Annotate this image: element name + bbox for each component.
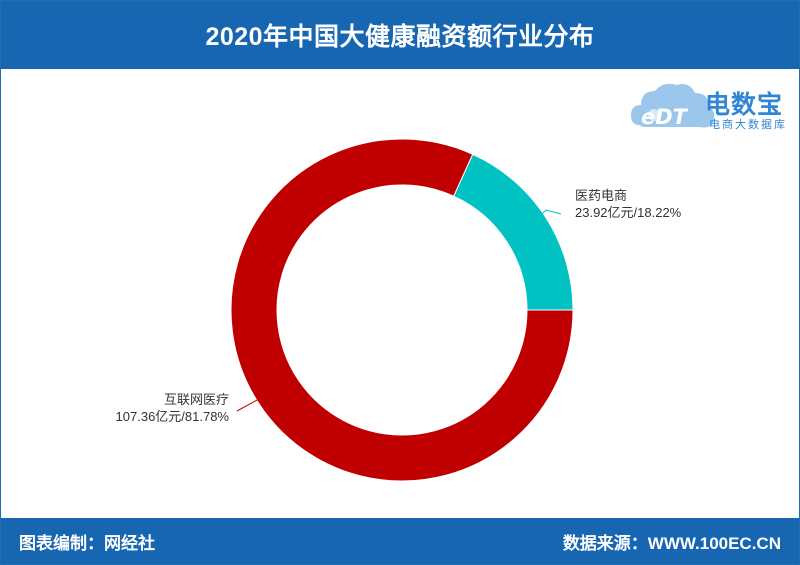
footer-source: 数据来源：WWW.100EC.CN bbox=[562, 533, 781, 553]
donut-slice-0 bbox=[452, 153, 574, 311]
chart-title: 2020年中国大健康融资额行业分布 bbox=[205, 23, 595, 51]
footer-credit: 图表编制：网经社 bbox=[19, 533, 155, 553]
slice-value-label-0: 23.92亿元/18.22% bbox=[575, 205, 682, 220]
logo-text: 电数宝 bbox=[705, 91, 784, 119]
cloud-logo-icon: eDT bbox=[631, 83, 715, 129]
leader-line-1 bbox=[236, 389, 278, 412]
leader-line-0 bbox=[526, 209, 562, 231]
logo-subtitle: 电商大数据库 bbox=[709, 119, 787, 131]
footer-bar: 图表编制：网经社 数据来源：WWW.100EC.CN bbox=[1, 518, 799, 564]
slice-name-label-1: 互联网医疗 bbox=[164, 392, 229, 407]
header-bar: 2020年中国大健康融资额行业分布 bbox=[1, 1, 799, 69]
donut-slice-1 bbox=[230, 138, 574, 482]
logo-mark: eDT bbox=[641, 105, 689, 129]
slice-value-label-1: 107.36亿元/81.78% bbox=[116, 409, 230, 424]
logo: eDT 电数宝 电商大数据库 bbox=[629, 77, 795, 137]
slice-name-label-0: 医药电商 bbox=[575, 188, 627, 203]
